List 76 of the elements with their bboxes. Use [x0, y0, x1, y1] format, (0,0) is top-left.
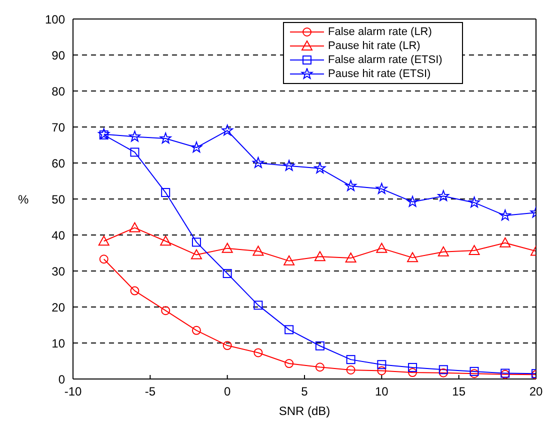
point: [98, 236, 110, 246]
point: [252, 157, 264, 168]
x-tick-label: 5: [301, 384, 308, 399]
point: [284, 255, 295, 266]
point: [376, 242, 388, 253]
point: [130, 148, 140, 157]
point: [346, 355, 356, 364]
y-axis-title: %: [18, 192, 29, 206]
point: [129, 222, 140, 232]
point: [283, 160, 295, 171]
point: [284, 359, 294, 368]
legend-label: False alarm rate (LR): [328, 26, 432, 38]
point: [468, 244, 480, 255]
point: [222, 341, 232, 350]
legend-label: Pause hit rate (ETSI): [328, 68, 431, 80]
point: [190, 249, 202, 260]
point: [407, 252, 418, 262]
y-tick-label: 90: [52, 48, 66, 62]
x-tick-label: -10: [64, 384, 82, 399]
y-tick-label: 100: [44, 12, 66, 26]
legend-label: False alarm rate (ETSI): [328, 54, 442, 66]
y-tick-label: 50: [52, 192, 66, 206]
point: [130, 286, 140, 296]
y-tick-label: 80: [52, 84, 66, 98]
point: [314, 162, 326, 174]
point: [468, 196, 480, 208]
point: [345, 180, 357, 191]
point: [99, 254, 108, 264]
point: [190, 142, 202, 152]
x-tick-label: -5: [144, 384, 156, 399]
point: [438, 368, 448, 378]
point: [222, 124, 234, 136]
point: [222, 269, 232, 278]
point: [192, 238, 201, 247]
point: [222, 242, 233, 253]
point: [129, 130, 140, 142]
point: [345, 252, 356, 263]
point: [499, 210, 511, 221]
point: [376, 182, 388, 194]
point: [315, 341, 324, 350]
point: [315, 362, 324, 372]
x-tick-label: 15: [452, 384, 466, 399]
point: [314, 251, 326, 262]
x-tick-label: 20: [529, 384, 543, 399]
point: [438, 246, 449, 256]
point: [438, 365, 448, 374]
y-tick-label: 0: [58, 372, 66, 386]
point: [406, 196, 418, 207]
point: [160, 236, 172, 246]
y-tick-label: 70: [52, 120, 66, 134]
y-tick-label: 10: [52, 336, 66, 350]
x-tick-label: 10: [374, 384, 389, 399]
x-axis-title: SNR (dB): [278, 404, 330, 418]
point: [161, 188, 170, 198]
point: [254, 348, 263, 358]
point: [252, 246, 264, 256]
y-tick-label: 40: [52, 228, 66, 242]
y-tick-label: 60: [52, 156, 66, 170]
point: [408, 362, 418, 372]
point: [160, 132, 172, 144]
point: [377, 366, 386, 376]
point: [438, 190, 450, 202]
point: [161, 306, 170, 316]
x-tick-label: 0: [224, 384, 231, 399]
y-tick-label: 30: [52, 264, 66, 278]
point: [284, 325, 294, 334]
point: [346, 366, 356, 374]
y-tick-label: 20: [52, 300, 66, 314]
point: [192, 326, 201, 335]
legend-label: Pause hit rate (LR): [328, 40, 420, 52]
point: [254, 300, 263, 310]
point: [377, 360, 386, 370]
point: [470, 366, 479, 376]
point: [500, 237, 511, 248]
point: [470, 369, 479, 378]
point: [408, 368, 418, 378]
